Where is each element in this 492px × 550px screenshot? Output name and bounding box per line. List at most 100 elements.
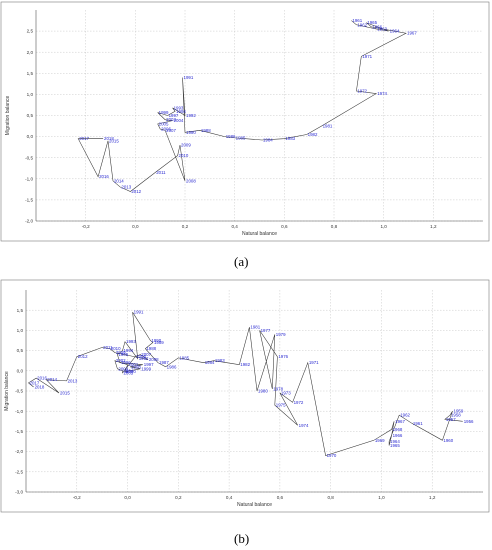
year-label: 1985 xyxy=(179,355,189,360)
year-label: 2014 xyxy=(47,377,57,382)
x-axis-label: Natural balance xyxy=(237,502,272,508)
year-label: 1992 xyxy=(139,356,149,361)
year-label: 1963 xyxy=(377,26,387,31)
year-label: 1970 xyxy=(327,453,337,458)
y-tick-label: -0,5 xyxy=(15,389,23,394)
year-label: 2017 xyxy=(79,136,89,141)
year-label: 1995 xyxy=(118,352,128,357)
year-label: 2013 xyxy=(68,378,78,383)
y-tick-label: -3,0 xyxy=(15,490,23,495)
y-tick-label: -1,0 xyxy=(15,409,23,414)
y-tick-label: 1,0 xyxy=(17,328,24,333)
year-label: 1958 xyxy=(451,413,461,418)
x-tick-label: 1,2 xyxy=(429,495,436,500)
y-tick-label: -2,0 xyxy=(25,219,33,224)
y-tick-label: 1,5 xyxy=(17,308,24,313)
panel-label-b: (b) xyxy=(234,531,250,546)
year-label: 1982 xyxy=(308,132,318,137)
y-axis-label: Migration balance xyxy=(4,371,10,411)
year-label: 1964 xyxy=(390,29,400,34)
y-tick-label: 1,5 xyxy=(27,71,34,76)
x-tick-label: 0,2 xyxy=(182,224,189,229)
y-tick-label: 0,0 xyxy=(17,368,24,373)
x-tick-label: 1,0 xyxy=(378,495,385,500)
year-label: 2014 xyxy=(114,178,124,183)
year-label: 2002 xyxy=(116,358,126,363)
year-label: 1979 xyxy=(276,332,286,337)
year-label: 1993 xyxy=(126,339,136,344)
x-tick-label: 0,8 xyxy=(327,495,334,500)
year-label: 2017 xyxy=(30,380,40,385)
year-label: 1994 xyxy=(176,109,186,114)
series-line xyxy=(77,20,407,192)
year-label: 1965 xyxy=(367,20,377,25)
y-axis-label: Migration balance xyxy=(5,96,11,136)
year-label: 2012 xyxy=(131,189,141,194)
year-label: 1976 xyxy=(278,354,288,359)
year-label: 2009 xyxy=(116,350,126,355)
year-label: 1965 xyxy=(390,443,400,448)
year-label: 1967 xyxy=(407,31,417,36)
year-label: 1981 xyxy=(250,325,260,330)
chart-panel-a: -2,0 -1,5 -1,0 -0,5 0,0 0,5 1,0 1,5 2,0 2,5 -0,2 0,… xyxy=(0,1,490,242)
year-label: 1988 xyxy=(146,346,156,351)
y-tick-label: 1,0 xyxy=(27,92,34,97)
x-tick-label: 0,6 xyxy=(277,495,284,500)
year-label: 1997 xyxy=(169,113,179,118)
year-label: 2005 xyxy=(159,121,169,126)
x-tick-label: 0,4 xyxy=(231,224,238,229)
year-label: 2010 xyxy=(179,153,189,158)
year-label: 1991 xyxy=(134,310,144,315)
year-label: 2006 xyxy=(161,127,171,132)
x-tick-label: 0,6 xyxy=(281,224,288,229)
year-label: 1977 xyxy=(261,328,271,333)
year-label: 1967 xyxy=(395,419,405,424)
year-label: 1971 xyxy=(362,54,372,59)
year-label: 1983 xyxy=(285,136,295,141)
year-label: 1998 xyxy=(131,364,141,369)
year-label: 2011 xyxy=(156,170,166,175)
year-label: 2011 xyxy=(103,345,113,350)
x-tick-label: 0,8 xyxy=(331,224,338,229)
year-label: 2005 xyxy=(123,370,133,375)
year-label: 2015 xyxy=(60,391,70,396)
year-label: 2009 xyxy=(181,143,191,148)
year-label: 2008 xyxy=(149,357,159,362)
year-label: 1968 xyxy=(393,427,403,432)
x-tick-label: 0,4 xyxy=(226,495,233,500)
y-tick-label: -1,0 xyxy=(25,176,33,181)
year-label: 1973 xyxy=(281,391,291,396)
year-label: 1984 xyxy=(205,360,215,365)
chart-panel-b: -3,0 -2,5 -2,0 -1,5 -1,0 -0,5 0,0 0,5 1,0 1,5 -0,2… xyxy=(0,279,490,513)
y-tick-label: 0,5 xyxy=(27,113,34,118)
year-label: 1988 xyxy=(201,128,211,133)
year-label: 1990 xyxy=(151,338,161,343)
year-label: 2000 xyxy=(126,369,136,374)
year-label: 2004 xyxy=(174,118,184,123)
year-label: 2012 xyxy=(78,354,88,359)
year-label: 1999 xyxy=(141,366,151,371)
year-label: 1990 xyxy=(186,130,196,135)
y-tick-label: 2,0 xyxy=(27,50,34,55)
year-label: 1989 xyxy=(154,340,164,345)
year-label: 2001 xyxy=(129,362,139,367)
year-label: 1960 xyxy=(443,438,453,443)
year-label: 1996 xyxy=(121,360,131,365)
year-label: 1994 xyxy=(123,348,133,353)
y-tick-label: -1,5 xyxy=(15,429,23,434)
year-label: 1957 xyxy=(446,417,456,422)
year-label: 1956 xyxy=(464,419,474,424)
y-tick-label: 2,5 xyxy=(27,29,34,34)
x-tick-label: 1,0 xyxy=(380,224,387,229)
year-label: 1962 xyxy=(400,413,410,418)
year-label: 2004 xyxy=(123,368,133,373)
year-label: 1969 xyxy=(375,438,385,443)
year-label: 1993 xyxy=(174,105,184,110)
year-label: 1964 xyxy=(390,439,400,444)
panel-frame xyxy=(0,1,490,242)
panel-frame xyxy=(0,279,490,513)
year-label: 1982 xyxy=(240,362,250,367)
year-label: 1999 xyxy=(159,110,169,115)
year-label: 1981 xyxy=(323,124,333,129)
